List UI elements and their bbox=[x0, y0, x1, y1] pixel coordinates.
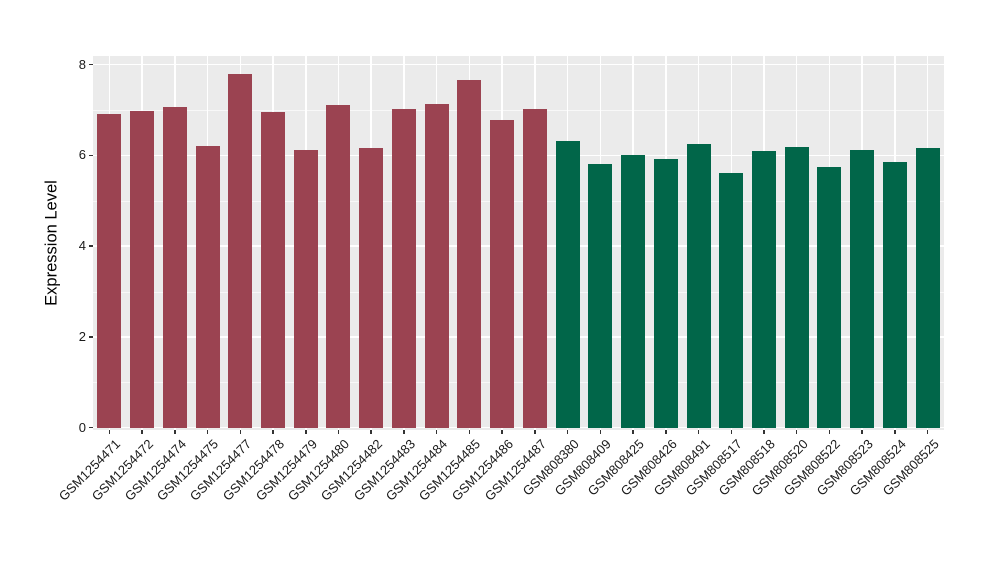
x-tick-mark bbox=[599, 430, 602, 434]
x-tick-mark bbox=[272, 430, 274, 434]
gridline-major-h bbox=[93, 336, 944, 338]
gridline-minor-h bbox=[93, 382, 944, 384]
bar bbox=[162, 106, 187, 428]
bar bbox=[751, 150, 776, 428]
y-tick-mark bbox=[89, 154, 93, 157]
x-tick-mark bbox=[697, 430, 700, 434]
bar bbox=[424, 104, 449, 428]
y-tick-label: 0 bbox=[78, 419, 86, 435]
y-tick-label: 4 bbox=[78, 238, 86, 254]
x-tick-mark bbox=[730, 430, 732, 434]
bar bbox=[588, 164, 613, 428]
x-tick-mark bbox=[108, 430, 111, 434]
bar bbox=[686, 143, 711, 428]
x-tick-mark bbox=[861, 430, 863, 434]
y-tick-mark bbox=[89, 63, 93, 66]
x-tick-mark bbox=[141, 430, 143, 434]
y-tick-label: 6 bbox=[78, 147, 86, 163]
x-tick-mark bbox=[665, 430, 667, 434]
x-tick-mark bbox=[370, 430, 372, 434]
bar bbox=[130, 111, 155, 428]
bar bbox=[915, 148, 940, 428]
x-tick-mark bbox=[305, 430, 307, 434]
bar bbox=[97, 114, 122, 428]
gridline-major-h bbox=[93, 245, 944, 247]
bar bbox=[490, 120, 515, 428]
bar bbox=[882, 162, 907, 428]
x-tick-mark bbox=[632, 430, 634, 434]
y-tick-mark bbox=[89, 336, 93, 338]
bar bbox=[555, 140, 580, 428]
bar bbox=[522, 109, 547, 428]
gridline-minor-h bbox=[93, 109, 944, 111]
bar bbox=[457, 79, 482, 428]
x-tick-mark bbox=[926, 430, 929, 434]
x-tick-mark bbox=[566, 430, 569, 434]
x-tick-mark bbox=[534, 430, 536, 434]
bar bbox=[621, 155, 646, 428]
x-tick-mark bbox=[403, 430, 405, 434]
y-axis-title: Expression Level bbox=[42, 180, 61, 306]
gridline-major-h bbox=[93, 154, 944, 157]
x-tick-mark bbox=[206, 430, 209, 434]
bar bbox=[784, 147, 809, 428]
bar bbox=[195, 146, 220, 428]
bar bbox=[326, 105, 351, 428]
bar bbox=[261, 111, 286, 428]
x-tick-mark bbox=[763, 430, 765, 434]
bar bbox=[850, 149, 875, 428]
x-tick-mark bbox=[795, 430, 798, 434]
x-tick-mark bbox=[828, 430, 831, 434]
x-tick-mark bbox=[337, 430, 340, 434]
y-tick-mark bbox=[89, 426, 93, 429]
gridline-major-h bbox=[93, 426, 944, 429]
x-tick-mark bbox=[894, 430, 896, 434]
y-tick-mark bbox=[89, 245, 93, 247]
gridline-major-h bbox=[93, 63, 944, 66]
x-tick-mark bbox=[468, 430, 471, 434]
x-tick-mark bbox=[239, 430, 242, 434]
y-tick-label: 8 bbox=[78, 56, 86, 72]
y-tick-label: 2 bbox=[78, 328, 86, 344]
bar bbox=[817, 167, 842, 428]
x-tick-mark bbox=[501, 430, 503, 434]
bar bbox=[228, 73, 253, 428]
gridline-minor-h bbox=[93, 200, 944, 202]
bar bbox=[391, 108, 416, 428]
x-tick-mark bbox=[435, 430, 438, 434]
gridline-minor-h bbox=[93, 291, 944, 293]
bar bbox=[293, 149, 318, 428]
x-tick-mark bbox=[174, 430, 176, 434]
bar bbox=[653, 159, 678, 428]
bar bbox=[719, 173, 744, 428]
plot-panel bbox=[93, 56, 944, 430]
bar bbox=[359, 148, 384, 428]
